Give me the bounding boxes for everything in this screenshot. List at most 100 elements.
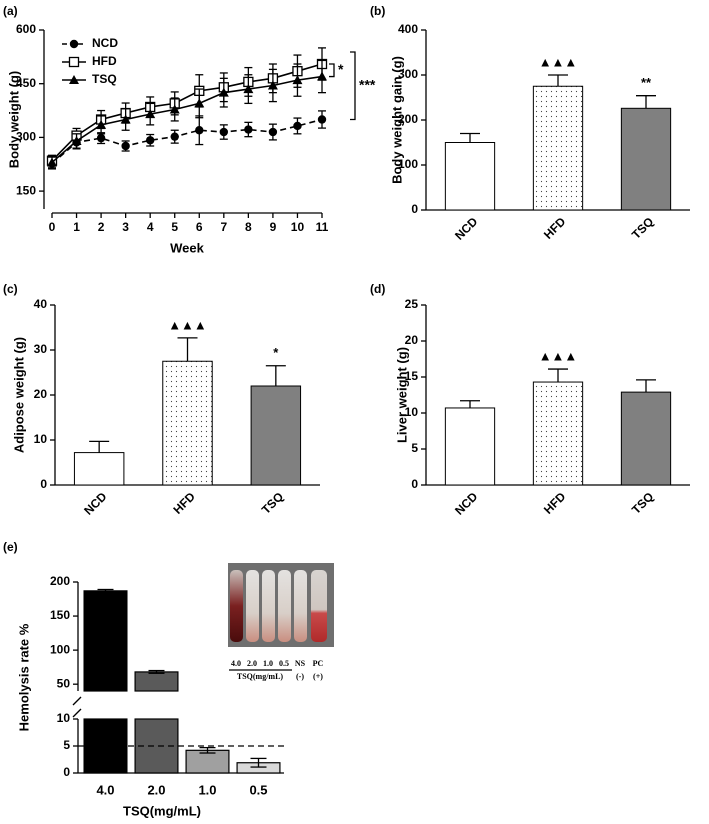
y-axis-title: Liver weight (g) xyxy=(394,347,409,443)
y-tick-label: 100 xyxy=(398,157,418,171)
bar xyxy=(532,381,584,486)
marker xyxy=(96,119,107,129)
inset-label: 4.0 xyxy=(231,659,241,668)
y-tick-label: 15 xyxy=(405,369,419,383)
y-tick-label: 20 xyxy=(34,387,48,401)
inset-label: (+) xyxy=(313,672,323,681)
y-tick-label: 0 xyxy=(411,477,418,491)
y-tick-label: 200 xyxy=(398,112,418,126)
significance-label: ** xyxy=(641,75,652,90)
marker xyxy=(170,132,179,141)
marker xyxy=(219,127,229,137)
marker xyxy=(218,87,229,97)
y-tick-label: 50 xyxy=(57,676,71,690)
series-line xyxy=(51,118,323,165)
marker xyxy=(244,125,253,134)
y-tick-label: 20 xyxy=(405,333,419,347)
y-axis-title: Body weight (g) xyxy=(6,71,21,169)
panel-label: (a) xyxy=(3,4,18,18)
axis-break xyxy=(72,708,82,718)
marker xyxy=(145,136,155,145)
panel-label: (b) xyxy=(370,4,385,18)
inset-label: TSQ(mg/mL) xyxy=(237,672,284,681)
x-tick-label: NCD xyxy=(452,214,481,243)
x-tick-label: HFD xyxy=(171,489,199,517)
inset-label: NS xyxy=(295,659,306,668)
series-line xyxy=(51,75,323,164)
x-tick-label: 2 xyxy=(98,220,105,234)
x-tick-label: 4 xyxy=(147,220,154,234)
y-axis-title: Body weight gain (g) xyxy=(389,56,404,184)
y-axis-title: Adipose weight (g) xyxy=(11,337,26,453)
inset-label: 0.5 xyxy=(279,659,289,668)
marker xyxy=(292,75,303,85)
significance-label: * xyxy=(338,61,344,77)
y-tick-label: 300 xyxy=(16,130,36,144)
marker xyxy=(145,109,156,119)
bar xyxy=(620,391,672,486)
marker xyxy=(293,121,302,131)
legend-marker xyxy=(69,39,79,49)
marker xyxy=(268,127,278,137)
inset-photo xyxy=(228,563,334,647)
marker xyxy=(96,133,106,143)
x-tick-label: 0 xyxy=(49,220,56,234)
x-tick-label: 8 xyxy=(245,220,252,234)
x-tick-label: 1.0 xyxy=(198,782,216,797)
panel-label: (d) xyxy=(370,282,385,296)
x-tick-label: TSQ xyxy=(629,489,656,516)
marker xyxy=(120,114,131,124)
bar xyxy=(532,85,584,211)
bar xyxy=(444,407,496,486)
bracket xyxy=(329,63,335,78)
bracket xyxy=(350,51,356,121)
axis-break xyxy=(72,696,82,706)
legend-marker xyxy=(68,56,80,68)
x-axis-title: TSQ(mg/mL) xyxy=(123,803,201,818)
y-tick-label: 25 xyxy=(405,297,419,311)
marker xyxy=(121,141,130,151)
marker xyxy=(243,84,254,94)
panel-label: (c) xyxy=(3,282,18,296)
y-tick-label: 150 xyxy=(16,183,36,197)
marker xyxy=(267,80,278,90)
marker xyxy=(317,71,327,81)
significance-label: * xyxy=(273,345,279,360)
x-tick-label: 5 xyxy=(171,220,178,234)
y-tick-label: 100 xyxy=(50,642,70,656)
y-tick-label: 10 xyxy=(57,711,71,725)
y-tick-label: 30 xyxy=(34,342,48,356)
y-tick-label: 400 xyxy=(398,22,418,36)
marker xyxy=(317,115,327,124)
bar xyxy=(83,590,128,692)
marker xyxy=(71,135,82,145)
x-tick-label: TSQ xyxy=(629,214,656,241)
significance-label: ▲▲▲ xyxy=(539,54,578,69)
x-tick-label: 3 xyxy=(122,220,129,234)
significance-label: *** xyxy=(359,76,376,92)
x-tick-label: 9 xyxy=(270,220,277,234)
marker xyxy=(169,104,180,114)
marker xyxy=(194,98,205,108)
x-tick-label: NCD xyxy=(81,489,110,518)
inset-label: 1.0 xyxy=(263,659,273,668)
legend-marker xyxy=(69,75,79,84)
x-tick-label: TSQ xyxy=(259,489,286,516)
inset-label: PC xyxy=(313,659,324,668)
bar xyxy=(162,360,213,486)
y-tick-label: 5 xyxy=(63,738,70,752)
x-tick-label: 7 xyxy=(220,220,227,234)
y-axis-title: Hemolysis rate % xyxy=(16,623,31,731)
y-tick-label: 0 xyxy=(411,202,418,216)
marker xyxy=(195,126,204,135)
y-tick-label: 10 xyxy=(34,432,48,446)
bar xyxy=(250,385,302,486)
legend-label: TSQ xyxy=(92,72,117,86)
legend-label: NCD xyxy=(92,36,118,50)
y-tick-label: 0 xyxy=(40,477,47,491)
y-tick-label: 450 xyxy=(16,76,36,90)
bar xyxy=(620,107,672,211)
x-axis-title: Week xyxy=(170,240,204,255)
y-tick-label: 300 xyxy=(398,67,418,81)
